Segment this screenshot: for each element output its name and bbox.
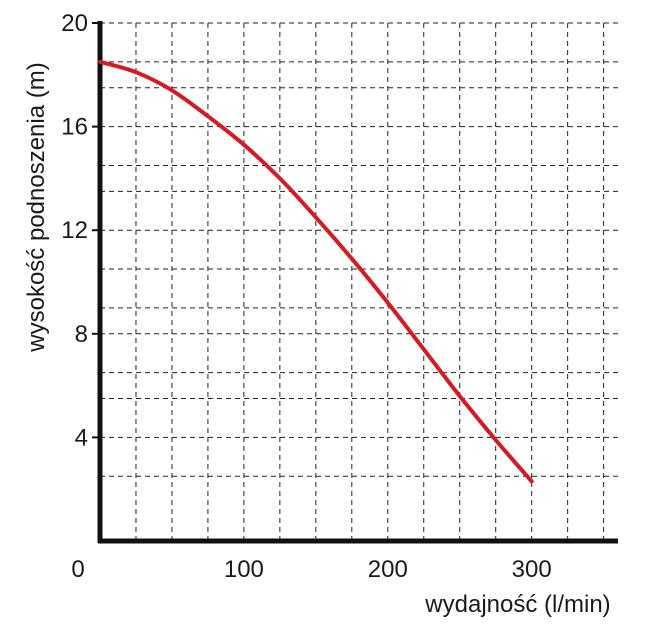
x-axis-label: wydajność (l/min)	[424, 591, 610, 618]
y-tick-label-2: 12	[61, 217, 88, 244]
x-tick-label-3: 300	[512, 556, 552, 583]
y-tick-label-0: 4	[75, 424, 88, 451]
y-tick-label-1: 8	[75, 321, 88, 348]
x-tick-label-1: 100	[224, 556, 264, 583]
x-tick-label-2: 200	[368, 556, 408, 583]
series-layer	[98, 59, 534, 484]
grid-layer	[100, 22, 618, 541]
y-axis-label: wysokość podnoszenia (m)	[23, 62, 50, 352]
x-tick-label-0: 0	[71, 556, 84, 583]
y-tick-label-4: 20	[61, 10, 88, 37]
y-tick-label-3: 16	[61, 114, 88, 141]
axes-layer	[97, 21, 618, 544]
series-line-0	[98, 59, 534, 484]
